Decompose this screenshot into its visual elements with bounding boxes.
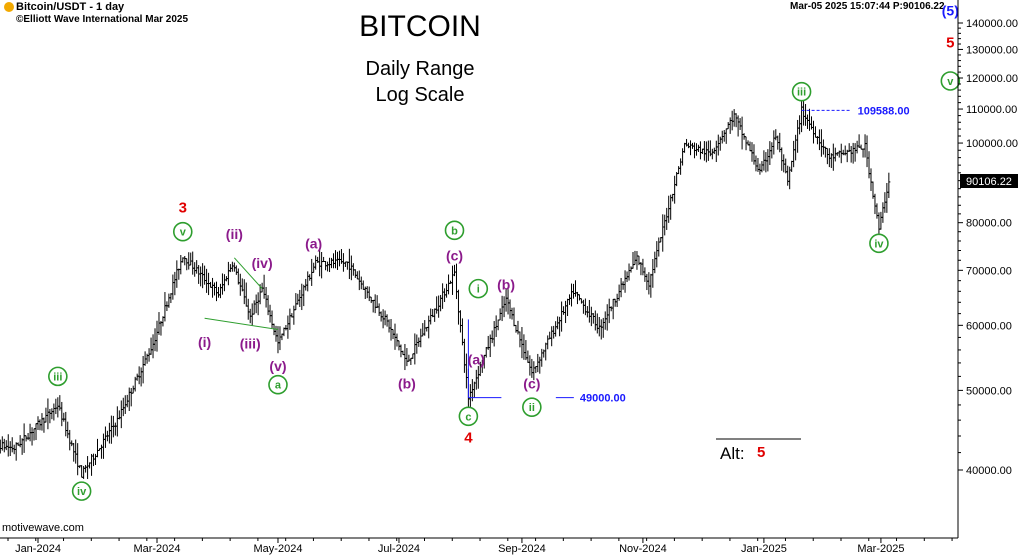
- bitcoin-logo-icon: [4, 2, 14, 12]
- ohlc-bars: [0, 98, 891, 479]
- wave-label: i: [477, 284, 480, 296]
- wave-label: a: [275, 380, 282, 392]
- last-price-label: 90106.22: [966, 176, 1012, 188]
- last-price-marker: 90106.22: [960, 174, 1018, 188]
- x-tick-label: Jan-2024: [15, 543, 61, 555]
- wave-labels: iii iv 3 v (i) (ii) (iii) (iv) (v) a (a) (b) b (c) i (b…: [48, 2, 961, 501]
- wave-label: (a): [305, 235, 322, 251]
- wave-label: (i): [198, 334, 211, 350]
- wave-label: v: [180, 227, 187, 239]
- copyright-label: ©Elliott Wave International Mar 2025: [16, 14, 189, 25]
- wave-circle: [71, 481, 92, 501]
- x-tick-label: Mar-2024: [133, 543, 180, 555]
- wave-circle: [869, 233, 889, 254]
- wave-circle: [458, 406, 479, 427]
- y-axis-ticks: 40000.00 50000.00 60000.00 70000.00 80000.00…: [958, 18, 1018, 477]
- x-tick-label: Sep-2024: [498, 543, 546, 555]
- x-axis-ticks: Jan-2024 Mar-2024 May-2024 Jul-2024 Sep-2024…: [7, 538, 953, 555]
- wave-label: (a): [468, 352, 485, 368]
- wave-label: (c): [523, 375, 540, 391]
- wave-label: (v): [269, 358, 286, 374]
- wave-label: (5): [942, 2, 959, 18]
- x-tick-label: Jan-2025: [741, 543, 787, 555]
- y-tick-label: 130000.00: [966, 44, 1018, 56]
- wedge-lower-line: [204, 317, 279, 331]
- wave-label: (iv): [252, 255, 273, 271]
- y-tick-label: 70000.00: [966, 265, 1012, 277]
- wave-label: v: [947, 76, 954, 88]
- wave-label: c: [465, 411, 471, 423]
- alt-count: 5: [757, 444, 765, 461]
- wave-label: 5: [946, 35, 954, 52]
- wave-label: (ii): [226, 226, 243, 242]
- y-tick-label: 80000.00: [966, 218, 1012, 230]
- y-tick-label: 100000.00: [966, 138, 1018, 150]
- wave-label: 3: [179, 199, 187, 216]
- y-tick-label: 40000.00: [966, 465, 1012, 477]
- y-tick-label: 140000.00: [966, 18, 1018, 30]
- x-tick-label: Mar-2025: [857, 543, 904, 555]
- wedge-upper-line: [233, 257, 263, 289]
- wave-label: (b): [398, 375, 416, 391]
- wave-circle: [468, 278, 489, 299]
- level-label: 109588.00: [858, 105, 910, 117]
- timestamp-label: Mar-05 2025 15:07:44 P:90106.22: [790, 1, 945, 12]
- wave-label: iv: [874, 238, 884, 250]
- chart-subtitle-line2: Log Scale: [375, 84, 465, 106]
- x-tick-label: May-2024: [254, 543, 303, 555]
- y-tick-label: 110000.00: [966, 104, 1017, 116]
- wave-circle: [268, 374, 288, 395]
- y-tick-label: 60000.00: [966, 320, 1012, 332]
- alt-label: Alt:: [720, 444, 745, 463]
- wedge-lines: [204, 257, 279, 331]
- wave-circle: [48, 366, 68, 387]
- wave-label: (c): [446, 247, 463, 263]
- wave-label: iv: [77, 486, 87, 498]
- wave-label: ii: [529, 402, 535, 414]
- wave-circle: [172, 221, 193, 242]
- wave-label: 4: [464, 430, 473, 447]
- chart-symbol-label: Bitcoin/USDT - 1 day: [16, 1, 125, 13]
- x-tick-label: Nov-2024: [619, 543, 667, 555]
- footer-credit: motivewave.com: [2, 522, 84, 534]
- price-levels: 109588.00 49000.00: [467, 105, 910, 405]
- wave-label: (b): [497, 276, 515, 292]
- wave-label: iii: [53, 371, 62, 383]
- alt-box: Alt: 5: [716, 438, 801, 463]
- chart-title: BITCOIN: [359, 10, 481, 43]
- wave-circle: [522, 397, 542, 417]
- x-tick-label: Jul-2024: [378, 543, 420, 555]
- chart-subtitle-line1: Daily Range: [365, 58, 475, 80]
- wave-label: (iii): [240, 336, 261, 352]
- y-tick-label: 50000.00: [966, 385, 1012, 397]
- wave-circle: [940, 71, 961, 91]
- wave-label: b: [451, 225, 458, 237]
- wave-circle: [444, 220, 465, 241]
- wave-circle: [791, 81, 812, 102]
- wave-label: iii: [797, 87, 806, 99]
- level-label: 49000.00: [580, 393, 626, 405]
- y-tick-label: 120000.00: [966, 73, 1018, 85]
